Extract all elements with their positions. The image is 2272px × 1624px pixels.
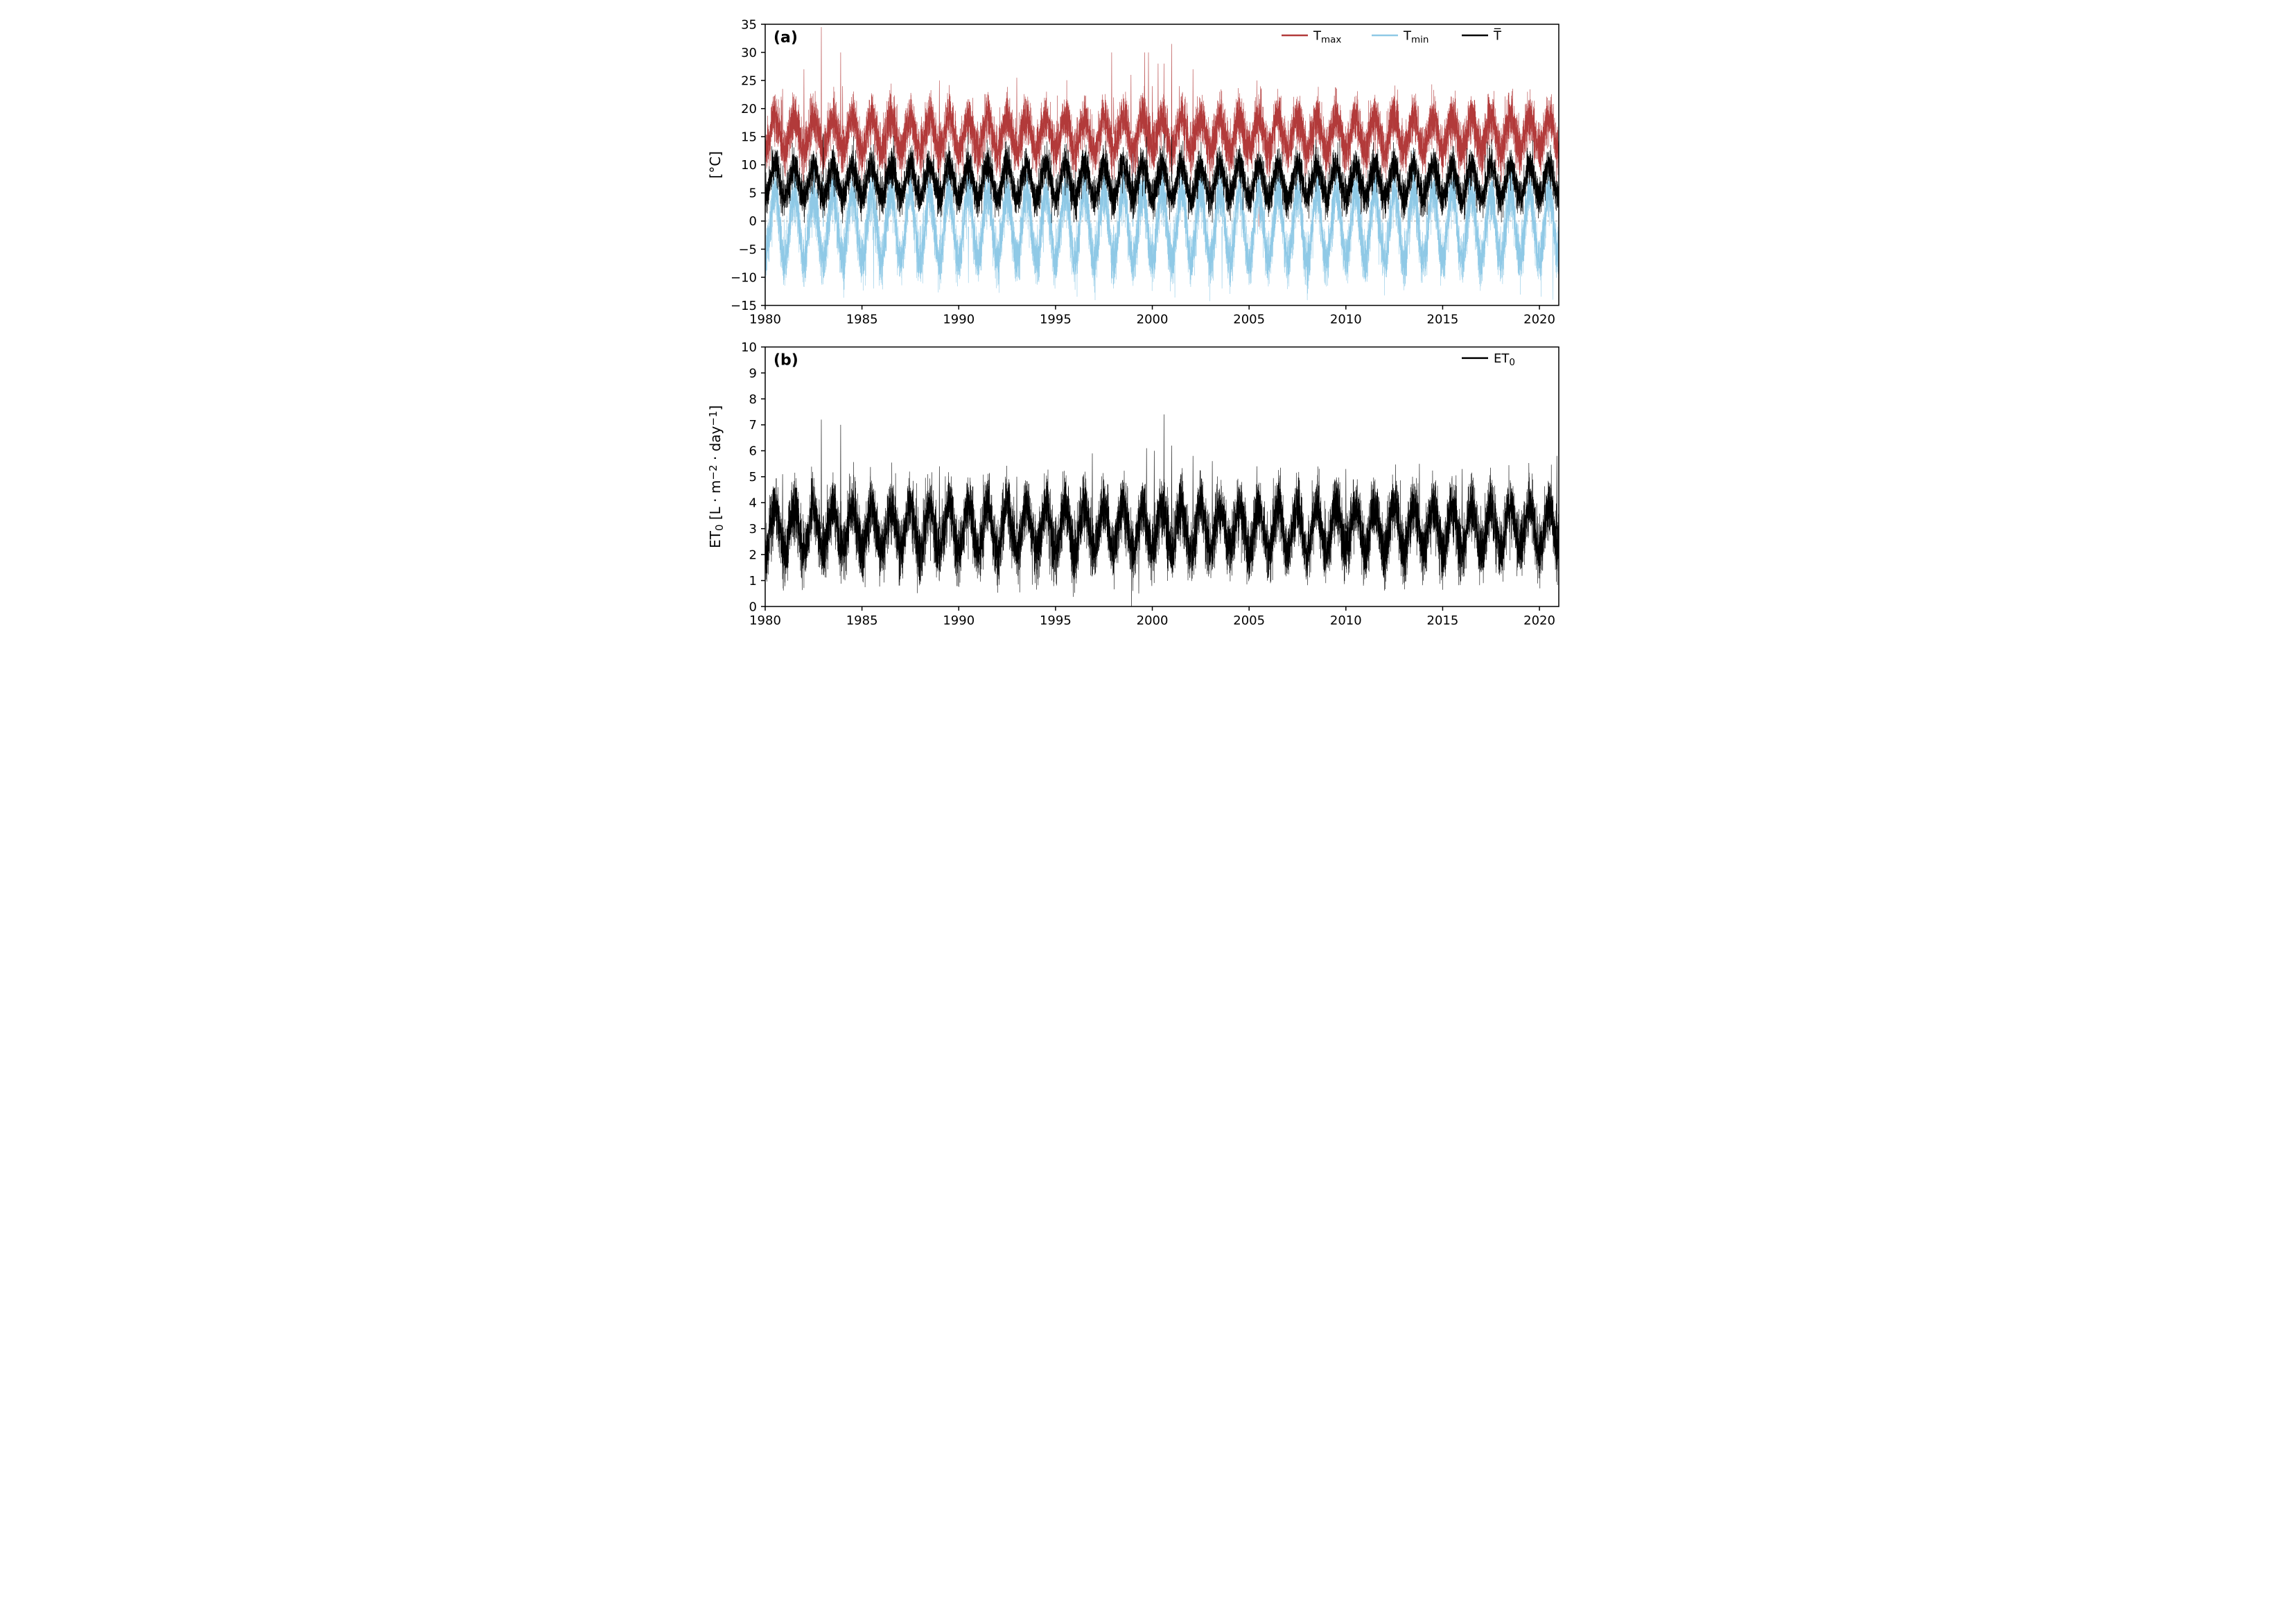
xtick-label: 2020 xyxy=(1523,613,1555,628)
xtick-label: 2010 xyxy=(1330,313,1362,327)
xtick-label: 2015 xyxy=(1427,313,1459,327)
ytick-label: 1 xyxy=(749,574,757,588)
xtick-label: 1990 xyxy=(943,613,975,628)
ytick-label: 10 xyxy=(741,158,757,173)
figure: 198019851990199520002005201020152020−15−… xyxy=(699,14,1573,638)
xtick-label: 1980 xyxy=(749,613,781,628)
panel-tag: (a) xyxy=(774,29,798,46)
ytick-label: 25 xyxy=(741,73,757,88)
ytick-label: 8 xyxy=(749,392,757,407)
legend-label: Tmin xyxy=(1403,28,1428,45)
xtick-label: 2000 xyxy=(1137,313,1169,327)
series-ET0 xyxy=(765,414,1559,612)
xtick-label: 1985 xyxy=(846,313,878,327)
xtick-label: 2015 xyxy=(1427,613,1459,628)
xtick-label: 2020 xyxy=(1523,313,1555,327)
panel-a: 198019851990199520002005201020152020−15−… xyxy=(707,17,1559,326)
panel-b: 1980 1985 1990 1995 2000 2005 2010 2015 2020 0 1 2 3… xyxy=(707,340,1559,628)
ytick-label: 6 xyxy=(749,444,757,459)
ytick-label: 5 xyxy=(749,186,757,201)
ytick-label: 7 xyxy=(749,418,757,433)
xtick-label: 1985 xyxy=(846,613,878,628)
ytick-label: −5 xyxy=(738,243,757,257)
xtick-label: 1990 xyxy=(943,313,975,327)
ytick-label: 0 xyxy=(749,600,757,614)
ytick-label: 10 xyxy=(741,340,757,355)
ytick-label: 20 xyxy=(741,102,757,116)
xtick-label: 2010 xyxy=(1330,613,1362,628)
ytick-label: 5 xyxy=(749,470,757,484)
ylabel: [°C] xyxy=(707,151,724,179)
ylabel: ET0 [L · m−2 · day−1] xyxy=(707,405,726,548)
xtick-label: 2005 xyxy=(1233,613,1265,628)
ytick-label: 4 xyxy=(749,496,757,511)
xtick-label: 1995 xyxy=(1040,313,1072,327)
ytick-label: 0 xyxy=(749,214,757,229)
legend-label: Tmax xyxy=(1313,28,1341,45)
ytick-label: 9 xyxy=(749,366,757,381)
xtick-label: 2000 xyxy=(1137,613,1169,628)
ytick-label: 3 xyxy=(749,522,757,536)
panel-tag: (b) xyxy=(774,352,798,369)
ytick-label: 15 xyxy=(741,130,757,145)
ytick-label: 35 xyxy=(741,17,757,32)
ytick-label: −15 xyxy=(731,299,757,313)
legend-label: T̅ xyxy=(1493,28,1502,43)
ytick-label: −10 xyxy=(731,270,757,285)
ytick-label: 2 xyxy=(749,548,757,562)
legend-label: ET0 xyxy=(1494,351,1515,368)
xtick-label: 1995 xyxy=(1040,613,1072,628)
xtick-label: 1980 xyxy=(749,313,781,327)
ytick-label: 30 xyxy=(741,46,757,60)
xtick-label: 2005 xyxy=(1233,313,1265,327)
